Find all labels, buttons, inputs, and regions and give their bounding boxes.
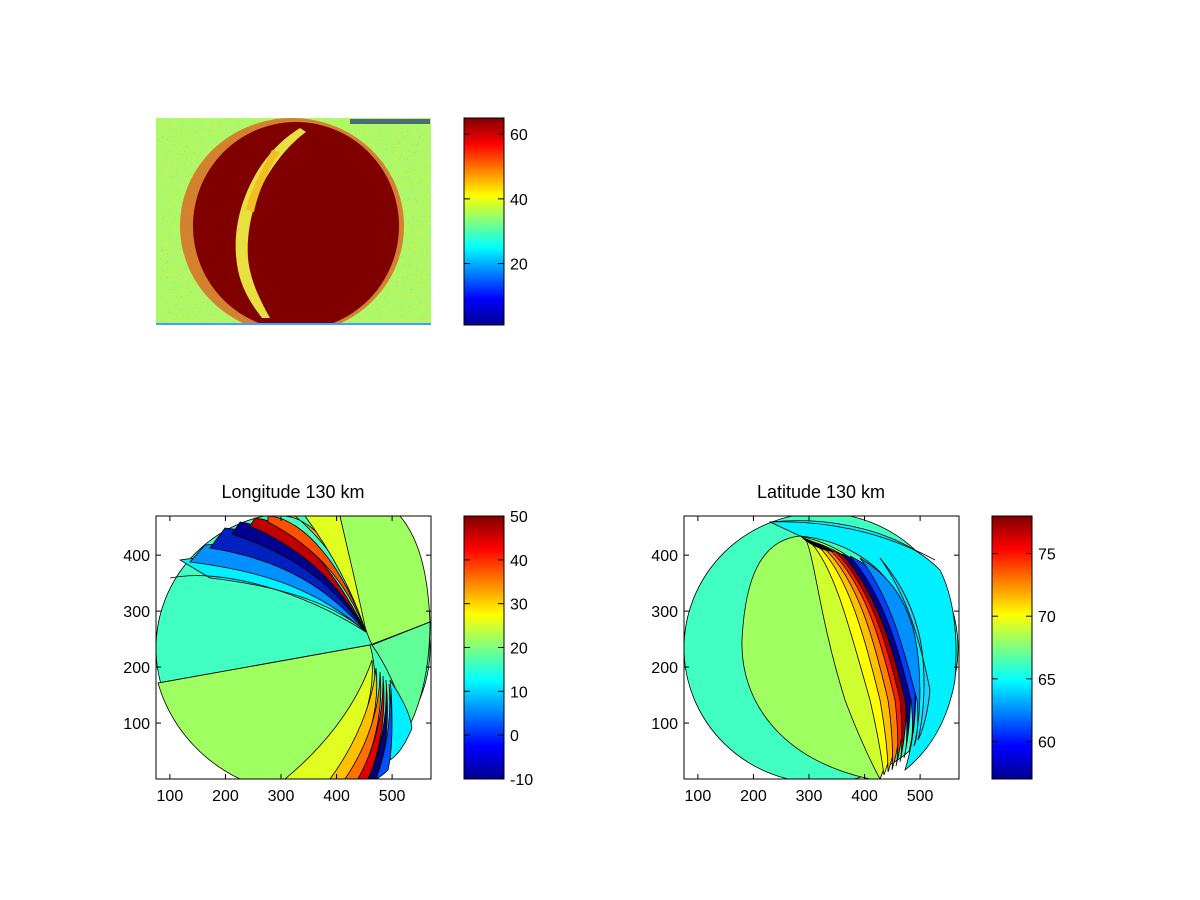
lat-region-midblue: [859, 557, 921, 747]
colorbar-latitude-gradient: [992, 516, 1032, 779]
latitude-plot-frame: [683, 515, 960, 780]
colorbar-longitude: -10 0 10 20 30 40 50: [463, 509, 533, 789]
colorbar-longitude-tick-label: 10: [510, 684, 528, 701]
longitude-plot: 100 200 300 400 500 100 200 300 400: [123, 515, 432, 805]
lon-contour-left: [169, 575, 367, 633]
colorbar-longitude-gradient: [464, 516, 504, 779]
lat-contour-top: [769, 521, 936, 561]
latitude-y-tick-label: 100: [651, 716, 678, 733]
colorbar-image-frame: [463, 117, 505, 326]
latitude-y-tick-label: 300: [651, 604, 678, 621]
image-arc-feature-2: [246, 150, 280, 212]
longitude-x-tick-label: 100: [157, 788, 184, 805]
lon-contour-divider: [157, 621, 431, 684]
lon-region-blue-bottom: [375, 683, 393, 779]
colorbar-longitude-tick-label: -10: [510, 772, 533, 789]
colorbar-image-tick-label: 20: [510, 257, 528, 274]
latitude-title: Latitude 130 km: [757, 482, 885, 502]
latitude-x-tick-label: 500: [907, 788, 934, 805]
image-disk: [193, 122, 399, 325]
latitude-x-ticks: 100 200 300 400 500: [685, 516, 934, 805]
colorbar-latitude-frame: [991, 515, 1033, 780]
colorbar-latitude-ticks: 60 65 70 75: [992, 547, 1056, 751]
colorbar-longitude-tick-label: 30: [510, 597, 528, 614]
colorbar-latitude: 60 65 70 75: [991, 515, 1056, 780]
latitude-x-tick-label: 300: [796, 788, 823, 805]
longitude-plot-frame: [155, 515, 432, 780]
latitude-plot: 100 200 300 400 500 100 200 300 400: [651, 515, 960, 805]
colorbar-latitude-tick-label: 75: [1038, 547, 1056, 564]
latitude-y-ticks: 100 200 300 400: [651, 548, 959, 733]
colorbar-image-tick-label: 40: [510, 192, 528, 209]
longitude-x-tick-label: 400: [323, 788, 350, 805]
latitude-x-tick-label: 100: [685, 788, 712, 805]
image-timestamp-strip: [350, 119, 430, 124]
colorbar-latitude-tick-label: 60: [1038, 734, 1056, 751]
colorbar-longitude-ticks: -10 0 10 20 30 40 50: [464, 509, 533, 789]
image-bottom-line: [156, 323, 431, 325]
longitude-y-tick-label: 300: [123, 604, 150, 621]
colorbar-longitude-tick-label: 40: [510, 553, 528, 570]
lat-region-teal: [879, 557, 931, 741]
image-panel: [156, 118, 431, 325]
longitude-title: Longitude 130 km: [221, 482, 364, 502]
latitude-x-tick-label: 200: [740, 788, 767, 805]
lon-region-red-bottom: [357, 675, 385, 779]
longitude-x-tick-label: 200: [212, 788, 239, 805]
colorbar-longitude-tick-label: 20: [510, 641, 528, 658]
latitude-y-tick-label: 400: [651, 548, 678, 565]
colorbar-latitude-tick-label: 70: [1038, 609, 1056, 626]
longitude-x-tick-label: 500: [379, 788, 406, 805]
longitude-x-ticks: 100 200 300 400 500: [157, 516, 406, 805]
latitude-x-tick-label: 400: [851, 788, 878, 805]
colorbar-image-gradient: [464, 118, 504, 325]
lat-region-black-tip: [800, 536, 836, 552]
lon-region-navy-bottom: [367, 679, 388, 779]
lon-region-orange-bottom: [344, 671, 382, 779]
longitude-x-tick-label: 300: [268, 788, 295, 805]
longitude-y-tick-label: 400: [123, 548, 150, 565]
lon-region-yellow-bottom: [284, 659, 373, 779]
colorbar-latitude-tick-label: 65: [1038, 672, 1056, 689]
longitude-y-tick-label: 200: [123, 660, 150, 677]
lon-region-amber-bottom: [329, 667, 378, 779]
latitude-y-tick-label: 200: [651, 660, 678, 677]
longitude-y-ticks: 100 200 300 400: [123, 548, 431, 733]
colorbar-longitude-tick-label: 0: [510, 728, 519, 745]
colorbar-image-tick-label: 60: [510, 127, 528, 144]
colorbar-longitude-tick-label: 50: [510, 509, 528, 526]
colorbar-image: 20 40 60: [463, 117, 528, 326]
longitude-y-tick-label: 100: [123, 716, 150, 733]
colorbar-image-ticks: 20 40 60: [464, 127, 528, 274]
